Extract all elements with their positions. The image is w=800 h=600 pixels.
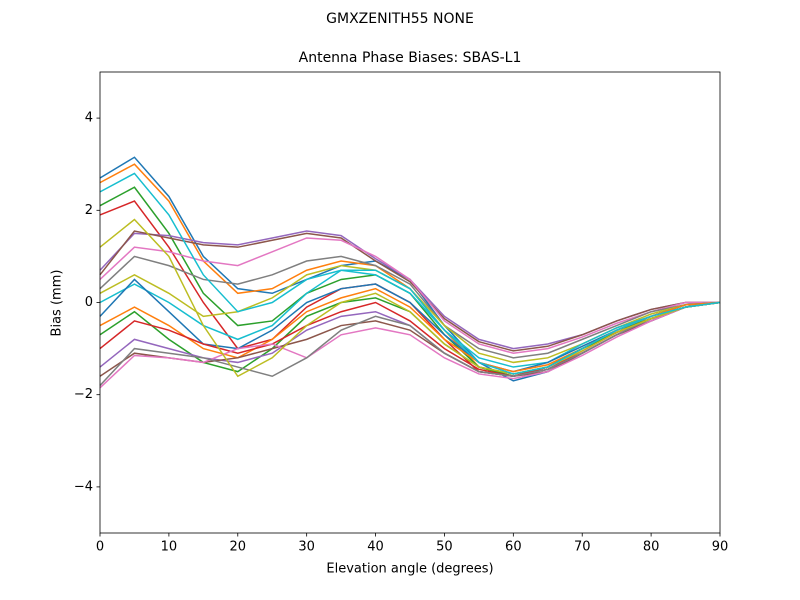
series-line [99, 218, 721, 378]
series-line [99, 255, 721, 359]
y-tick-label: 2 [85, 203, 93, 218]
x-tick-label: 80 [643, 540, 660, 555]
y-tick-label: −2 [74, 387, 93, 402]
x-tick-label: 70 [574, 540, 591, 555]
x-tick-label: 10 [161, 540, 178, 555]
y-tick-label: −4 [74, 479, 93, 494]
y-axis-label: Bias (mm) [50, 270, 65, 337]
x-tick-label: 60 [505, 540, 522, 555]
x-axis-label: Elevation angle (degrees) [326, 562, 493, 577]
x-tick-label: 30 [298, 540, 315, 555]
x-tick-label: 0 [96, 540, 104, 555]
series-line [99, 172, 721, 375]
x-tick-label: 90 [712, 540, 729, 555]
chart-title: Antenna Phase Biases: SBAS-L1 [299, 50, 522, 66]
series-line [99, 230, 720, 352]
y-tick-label: 0 [85, 295, 93, 310]
x-tick-label: 50 [436, 540, 453, 555]
suptitle: GMXZENITH55 NONE [326, 11, 474, 27]
series-line [99, 237, 720, 354]
series-line [99, 301, 721, 386]
series-line [99, 301, 721, 389]
y-tick-label: 4 [85, 111, 93, 126]
x-tick-label: 40 [367, 540, 384, 555]
x-tick-label: 20 [230, 540, 247, 555]
